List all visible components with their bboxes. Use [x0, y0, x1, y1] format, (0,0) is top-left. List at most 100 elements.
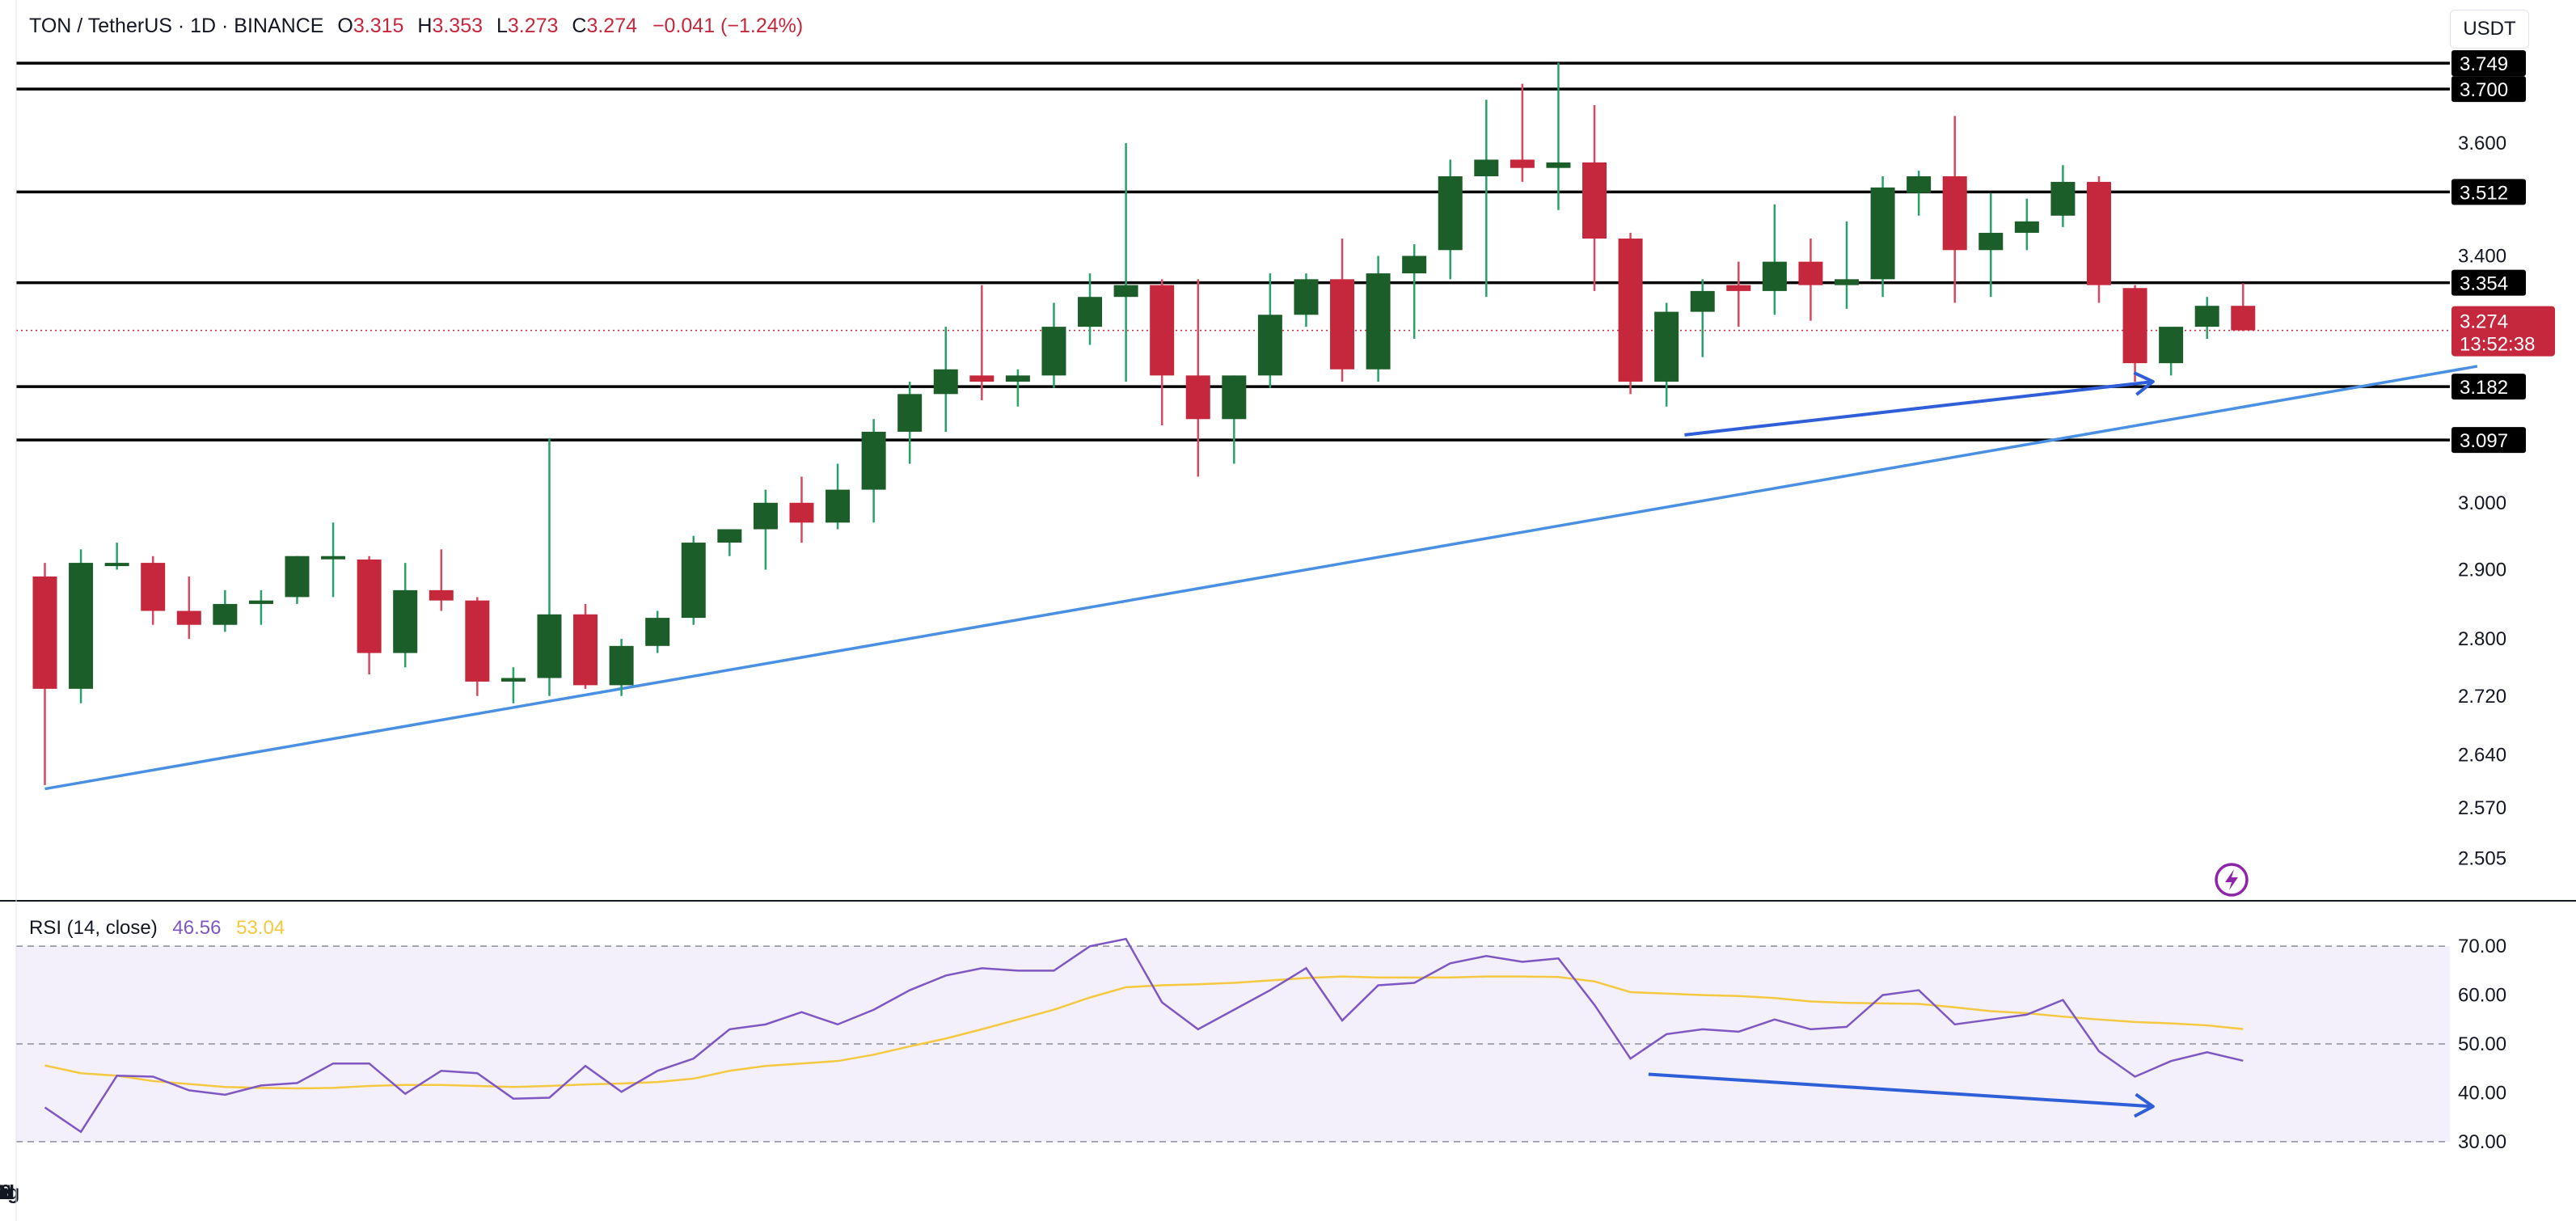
- candle-body: [213, 603, 238, 625]
- x-axis-label: 25: [0, 1181, 11, 1204]
- low-label: L: [496, 15, 508, 37]
- candle-body: [1005, 375, 1030, 382]
- rsi-header: RSI (14, close) 46.56 53.04: [29, 917, 285, 940]
- candle-body: [32, 576, 57, 689]
- candle-body: [1510, 159, 1535, 168]
- candle-body: [2086, 181, 2111, 285]
- candle-body: [104, 563, 129, 567]
- candle-body: [1546, 162, 1571, 168]
- candle-body: [1762, 261, 1787, 291]
- price-axis-label: 2.800: [2458, 628, 2506, 650]
- level-badge-label: 3.512: [2460, 182, 2508, 204]
- candle-body: [500, 678, 526, 682]
- level-badge-label: 3.749: [2460, 53, 2508, 75]
- level-badge: [2451, 179, 2526, 205]
- change-value: −0.041 (−1.24%): [652, 15, 804, 37]
- price-axis-label: 3.000: [2458, 492, 2506, 514]
- x-axis-label: 28: [0, 1181, 11, 1204]
- candle-body: [1474, 159, 1499, 177]
- lightning-icon[interactable]: [2215, 863, 2249, 897]
- candle-body: [1907, 176, 1932, 193]
- x-axis-label: 22: [0, 1181, 11, 1204]
- candle-body: [2231, 306, 2256, 331]
- candle-body: [1654, 311, 1679, 382]
- price-higher-low-arrow-head: [2133, 371, 2155, 396]
- candle-body: [2050, 181, 2076, 216]
- rsi-lines-layer: [44, 937, 2244, 1134]
- candle-body: [1690, 290, 1715, 312]
- candle-body: [1222, 375, 1247, 420]
- x-axis-label: 19: [0, 1181, 11, 1204]
- candle-body: [537, 614, 562, 678]
- axis-layer: 2.505 2.570 2.640 2.720 2.800 2.900 3.000 3.400…: [0, 50, 2555, 1204]
- candle-body: [573, 614, 598, 686]
- candle-body: [176, 610, 201, 625]
- candle-body: [248, 600, 273, 604]
- candle-body: [609, 645, 634, 686]
- level-badge: [2451, 50, 2526, 77]
- candle-body: [826, 489, 851, 523]
- price-higher-low-arrow-shaft: [1684, 379, 2154, 437]
- candle-body: [1402, 256, 1427, 274]
- x-axis-label: 22: [0, 1181, 11, 1204]
- candle-body: [357, 559, 382, 653]
- candle-body: [285, 556, 310, 598]
- rsi-band-layer: [16, 945, 2450, 1143]
- price-axis-label: 3.400: [2458, 245, 2506, 267]
- high-value: 3.353: [432, 15, 483, 37]
- rsi-title[interactable]: RSI (14, close): [29, 917, 158, 939]
- symbol-name[interactable]: TON / TetherUS · 1D · BINANCE: [29, 15, 324, 37]
- level-badge: [2451, 76, 2526, 103]
- x-axis-label: 19: [0, 1181, 11, 1204]
- candle-body: [1582, 162, 1607, 239]
- candle-body: [1330, 279, 1355, 370]
- level-badge: [2451, 374, 2526, 400]
- rsi-lower-low-arrow-head: [2133, 1092, 2155, 1118]
- x-axis-label: 7: [0, 1181, 6, 1204]
- candle-body: [1942, 176, 1967, 251]
- candle-body: [321, 556, 346, 560]
- candles-layer: [32, 62, 2256, 785]
- candle-body: [933, 369, 958, 395]
- x-axis-label: 10: [0, 1181, 11, 1204]
- x-axis-label: 13: [0, 1181, 11, 1204]
- candle-body: [429, 589, 454, 601]
- x-axis-label: 22: [0, 1181, 11, 1204]
- level-badge-label: 3.700: [2460, 79, 2508, 101]
- candle-body: [1257, 315, 1282, 376]
- candle-body: [1798, 261, 1823, 285]
- candle-body: [753, 502, 778, 530]
- ascending-trendline: [44, 365, 2478, 791]
- high-label: H: [417, 15, 433, 37]
- price-axis-label: 2.505: [2458, 848, 2506, 870]
- candle-body: [1041, 327, 1066, 376]
- price-axis-label: 3.600: [2458, 133, 2506, 154]
- x-axis-label: 4: [0, 1181, 6, 1204]
- level-badge: [2451, 269, 2526, 296]
- current-price-badge: [2451, 306, 2555, 357]
- rsi-lower-low-arrow-shaft: [1648, 1072, 2153, 1109]
- rsi-ma-line: [44, 975, 2244, 1090]
- candle-body: [2159, 327, 2184, 364]
- open-value: 3.315: [353, 15, 404, 37]
- rsi-ma-value: 53.04: [236, 917, 285, 939]
- x-axis-label: 10: [0, 1181, 11, 1204]
- price-axis-label: 2.900: [2458, 559, 2506, 581]
- currency-button[interactable]: USDT: [2450, 10, 2529, 49]
- candle-body: [1150, 285, 1175, 376]
- candle-body: [1113, 285, 1138, 298]
- rsi-value: 46.56: [172, 917, 222, 939]
- candle-body: [1185, 375, 1210, 420]
- open-label: O: [337, 15, 353, 37]
- candle-body: [681, 543, 706, 619]
- lightning-icon-bolt: [2225, 869, 2238, 890]
- candle-body: [69, 563, 94, 689]
- x-axis-label: Jul: [0, 1181, 15, 1204]
- candle-body: [897, 394, 923, 432]
- candle-body: [1294, 279, 1319, 315]
- x-axis-label: 7: [0, 1181, 6, 1204]
- candle-body: [1835, 279, 1859, 285]
- rsi-line: [44, 937, 2244, 1134]
